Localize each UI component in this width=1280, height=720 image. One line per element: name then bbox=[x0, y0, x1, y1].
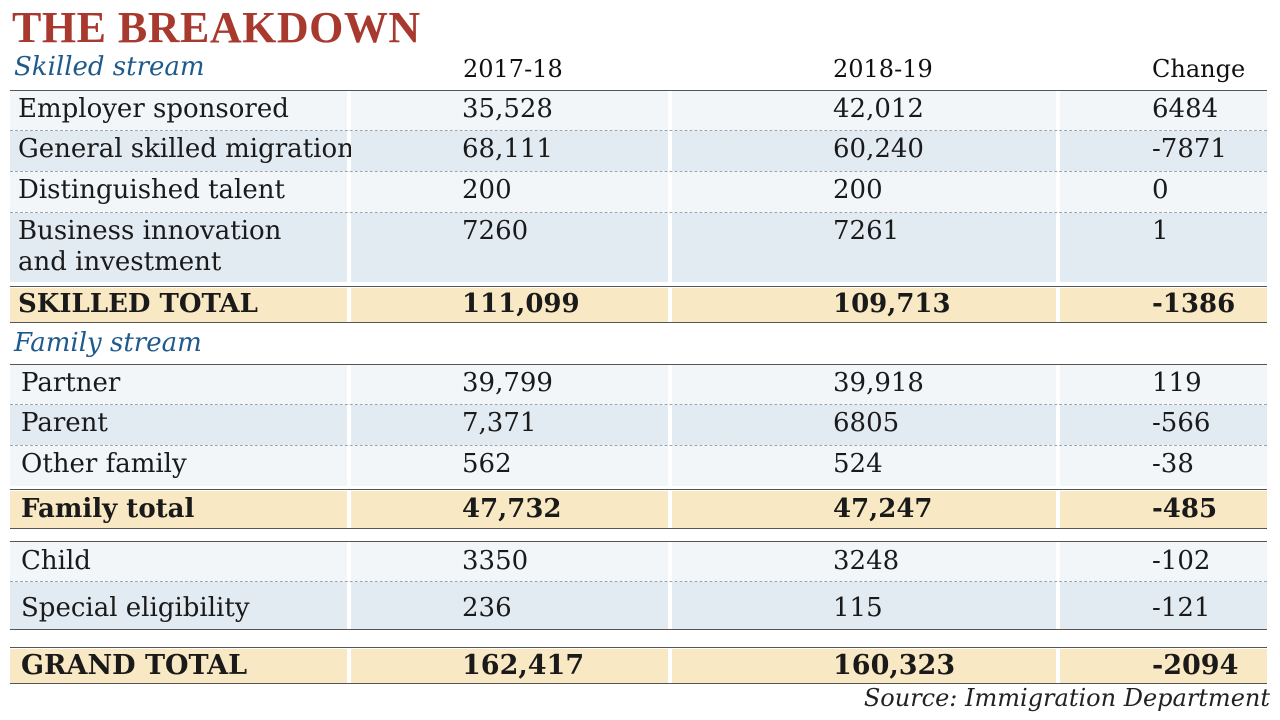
table-row: General skilled migration 68,111 60,240 … bbox=[10, 131, 1267, 172]
row-label: General skilled migration bbox=[18, 134, 354, 164]
table-row: Special eligibility 236 115 -121 bbox=[10, 582, 1267, 630]
table-row: Employer sponsored 35,528 42,012 6484 bbox=[10, 91, 1267, 131]
value-2018-19: 7261 bbox=[833, 216, 900, 246]
total-row-skilled: SKILLED TOTAL 111,099 109,713 -1386 bbox=[10, 288, 1267, 323]
value-change: 6484 bbox=[1152, 94, 1219, 124]
section-rule bbox=[10, 364, 1267, 365]
row-label-line-2: and investment bbox=[18, 247, 222, 277]
table-row: Child 3350 3248 -102 bbox=[10, 542, 1267, 582]
section-label-family: Family stream bbox=[14, 328, 202, 358]
grand-total-change: -2094 bbox=[1152, 650, 1239, 681]
column-header-2018-19: 2018-19 bbox=[833, 55, 933, 83]
value-2017-18: 68,111 bbox=[462, 134, 553, 164]
row-label: Employer sponsored bbox=[18, 94, 289, 124]
value-2018-19: 42,012 bbox=[833, 94, 924, 124]
value-2017-18: 39,799 bbox=[462, 368, 553, 398]
grand-total-label: GRAND TOTAL bbox=[21, 650, 248, 681]
value-2017-18: 200 bbox=[462, 175, 512, 205]
total-label: Family total bbox=[21, 494, 195, 524]
value-2017-18: 35,528 bbox=[462, 94, 553, 124]
section-label-skilled: Skilled stream bbox=[14, 52, 205, 82]
value-change: 1 bbox=[1152, 216, 1169, 246]
total-2018-19: 109,713 bbox=[833, 289, 951, 319]
section-rule bbox=[10, 541, 1267, 542]
row-label-line-1: Business innovation bbox=[18, 216, 282, 246]
row-label: Special eligibility bbox=[21, 593, 250, 623]
total-2017-18: 47,732 bbox=[462, 494, 562, 524]
value-change: -7871 bbox=[1152, 134, 1227, 164]
row-label: Distinguished talent bbox=[18, 175, 285, 205]
table-row: Distinguished talent 200 200 0 bbox=[10, 172, 1267, 213]
table-row: Parent 7,371 6805 -566 bbox=[10, 405, 1267, 446]
value-change: 0 bbox=[1152, 175, 1169, 205]
table-row: Partner 39,799 39,918 119 bbox=[10, 365, 1267, 405]
header-rule bbox=[10, 90, 1267, 91]
grand-total-2018-19: 160,323 bbox=[833, 650, 956, 681]
row-label: Parent bbox=[21, 408, 108, 438]
total-rule bbox=[10, 647, 1267, 648]
value-change: -121 bbox=[1152, 593, 1211, 623]
table-row: Other family 562 524 -38 bbox=[10, 446, 1267, 486]
row-label: Partner bbox=[21, 368, 121, 398]
table-row: Business innovation and investment 7260 … bbox=[10, 213, 1267, 282]
row-label: Other family bbox=[21, 449, 187, 479]
total-2017-18: 111,099 bbox=[462, 289, 580, 319]
value-2018-19: 39,918 bbox=[833, 368, 924, 398]
total-2018-19: 47,247 bbox=[833, 494, 933, 524]
source-note: Source: Immigration Department bbox=[863, 684, 1270, 712]
total-row-family: Family total 47,732 47,247 -485 bbox=[10, 491, 1267, 529]
page-title: THE BREAKDOWN bbox=[12, 3, 421, 52]
total-rule bbox=[10, 489, 1267, 490]
value-2018-19: 60,240 bbox=[833, 134, 924, 164]
value-2018-19: 200 bbox=[833, 175, 883, 205]
row-label: Child bbox=[21, 546, 91, 576]
value-change: 119 bbox=[1152, 368, 1202, 398]
column-header-change: Change bbox=[1152, 55, 1246, 83]
value-2018-19: 6805 bbox=[833, 408, 900, 438]
value-2018-19: 115 bbox=[833, 593, 883, 623]
value-change: -566 bbox=[1152, 408, 1211, 438]
value-2017-18: 7,371 bbox=[462, 408, 537, 438]
value-2017-18: 562 bbox=[462, 449, 512, 479]
value-2018-19: 524 bbox=[833, 449, 883, 479]
column-header-2017-18: 2017-18 bbox=[463, 55, 563, 83]
total-label: SKILLED TOTAL bbox=[18, 289, 258, 319]
total-rule bbox=[10, 286, 1267, 287]
value-change: -102 bbox=[1152, 546, 1211, 576]
total-change: -485 bbox=[1152, 494, 1218, 524]
grand-total-2017-18: 162,417 bbox=[462, 650, 585, 681]
value-2017-18: 236 bbox=[462, 593, 512, 623]
value-change: -38 bbox=[1152, 449, 1194, 479]
value-2017-18: 3350 bbox=[462, 546, 529, 576]
grand-total-row: GRAND TOTAL 162,417 160,323 -2094 bbox=[10, 649, 1267, 684]
value-2018-19: 3248 bbox=[833, 546, 900, 576]
value-2017-18: 7260 bbox=[462, 216, 529, 246]
total-change: -1386 bbox=[1152, 289, 1236, 319]
